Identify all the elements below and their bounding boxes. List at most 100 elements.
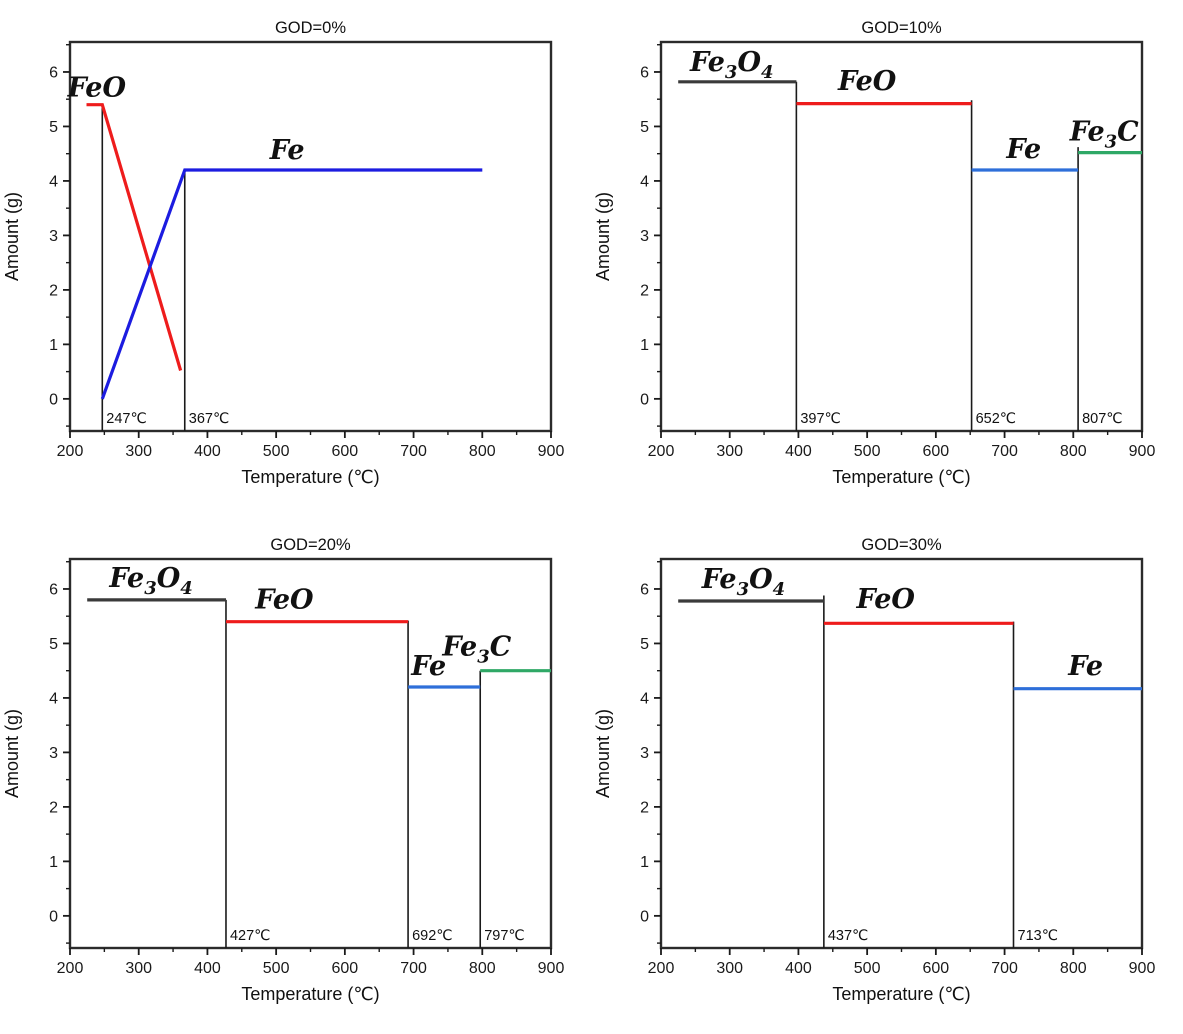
y-tick-label: 6 — [49, 64, 58, 81]
y-tick-label: 0 — [49, 391, 58, 408]
y-tick-label: 1 — [49, 854, 58, 871]
y-tick-label: 3 — [640, 745, 649, 762]
x-tick-label: 400 — [194, 443, 221, 460]
x-tick-label: 700 — [991, 960, 1018, 977]
x-tick-label: 900 — [538, 960, 565, 977]
series-label-feo: FeO — [254, 585, 314, 616]
x-tick-label: 300 — [716, 960, 743, 977]
x-tick-label: 200 — [57, 443, 84, 460]
y-tick-label: 5 — [49, 119, 58, 136]
x-tick-label: 900 — [538, 443, 565, 460]
x-tick-label: 900 — [1129, 443, 1156, 460]
y-tick-label: 2 — [640, 799, 649, 816]
x-tick-label: 400 — [785, 960, 812, 977]
y-tick-label: 0 — [640, 908, 649, 925]
x-tick-label: 400 — [785, 443, 812, 460]
plot-frame — [659, 557, 1144, 950]
y-axis-title: Amount (g) — [593, 192, 613, 281]
series-label-fe: Fe — [269, 135, 305, 166]
series-line-fe — [100, 168, 483, 400]
y-tick-label: 1 — [640, 337, 649, 354]
plot-frame — [68, 557, 553, 950]
x-tick-label: 600 — [923, 443, 950, 460]
y-tick-label: 6 — [49, 581, 58, 598]
chart-title: GOD=10% — [861, 19, 942, 37]
chart-svg-god-10: 200 300 400 500 600 700 800 900 0 1 2 3 4 5 6 397℃ 652℃ 8… — [593, 19, 1156, 487]
x-tick-label: 500 — [263, 443, 290, 460]
y-tick-label: 2 — [49, 282, 58, 299]
series-label-fe3o4: Fe3O4 — [689, 47, 773, 83]
series-label-fe3o4: Fe3O4 — [108, 563, 192, 599]
series-label-fe: Fe — [410, 651, 446, 682]
chart-panel-god-20: 200 300 400 500 600 700 800 900 0 1 2 3 4 5 6 427℃ 692℃ 7… — [0, 517, 591, 1034]
x-tick-label: 300 — [125, 960, 152, 977]
transition-temp-label: 807℃ — [1082, 411, 1122, 427]
x-tick-label: 300 — [716, 443, 743, 460]
y-tick-label: 2 — [640, 282, 649, 299]
y-tick-label: 4 — [640, 173, 649, 190]
y-tick-label: 4 — [49, 690, 58, 707]
x-tick-label: 200 — [57, 960, 84, 977]
x-tick-label: 900 — [1129, 960, 1156, 977]
transition-temp-label: 247℃ — [106, 411, 146, 427]
x-axis-title: Temperature (℃) — [241, 984, 379, 1004]
y-tick-label: 6 — [640, 64, 649, 81]
x-tick-label: 700 — [400, 960, 427, 977]
series-label-fe: Fe — [1067, 651, 1103, 682]
x-tick-label: 600 — [923, 960, 950, 977]
x-tick-label: 700 — [400, 443, 427, 460]
y-tick-label: 1 — [640, 854, 649, 871]
chart-svg-god-20: 200 300 400 500 600 700 800 900 0 1 2 3 4 5 6 427℃ 692℃ 7… — [2, 536, 565, 1004]
y-tick-label: 0 — [49, 908, 58, 925]
y-tick-label: 3 — [49, 745, 58, 762]
x-tick-label: 800 — [1060, 443, 1087, 460]
chart-panel-god-10: 200 300 400 500 600 700 800 900 0 1 2 3 4 5 6 397℃ 652℃ 8… — [591, 0, 1182, 517]
x-tick-label: 800 — [469, 443, 496, 460]
series-label-fe3o4: Fe3O4 — [701, 564, 785, 600]
series-label-feo: FeO — [856, 584, 916, 615]
transition-temp-label: 797℃ — [484, 928, 524, 944]
y-tick-label: 3 — [49, 228, 58, 245]
series-line-feo — [86, 103, 183, 371]
y-tick-label: 1 — [49, 337, 58, 354]
chart-svg-god-30: 200 300 400 500 600 700 800 900 0 1 2 3 4 5 6 437℃ 713℃ F… — [593, 536, 1156, 1004]
y-axis-title: Amount (g) — [593, 709, 613, 798]
x-tick-label: 500 — [854, 960, 881, 977]
plot-frame — [659, 40, 1144, 433]
series-label-fe3c: Fe3C — [441, 631, 511, 667]
transition-temp-label: 427℃ — [230, 928, 270, 944]
series-label-fe3c: Fe3C — [1069, 117, 1139, 153]
series-label-feo: FeO — [837, 66, 897, 97]
series-label-feo: FeO — [67, 72, 127, 103]
x-tick-label: 800 — [1060, 960, 1087, 977]
x-tick-label: 600 — [332, 960, 359, 977]
transition-temp-label: 692℃ — [412, 928, 452, 944]
transition-temp-label: 713℃ — [1018, 928, 1058, 944]
x-axis-title: Temperature (℃) — [241, 467, 379, 487]
x-tick-label: 500 — [263, 960, 290, 977]
y-tick-label: 4 — [49, 173, 58, 190]
y-tick-label: 3 — [640, 228, 649, 245]
x-axis-title: Temperature (℃) — [832, 467, 970, 487]
y-tick-label: 4 — [640, 690, 649, 707]
x-tick-label: 300 — [125, 443, 152, 460]
y-tick-label: 5 — [640, 636, 649, 653]
y-axis-title: Amount (g) — [2, 192, 22, 281]
x-tick-label: 600 — [332, 443, 359, 460]
x-axis-title: Temperature (℃) — [832, 984, 970, 1004]
transition-temp-label: 437℃ — [828, 928, 868, 944]
series-label-fe: Fe — [1005, 134, 1041, 165]
y-tick-label: 5 — [640, 119, 649, 136]
x-tick-label: 200 — [648, 960, 675, 977]
y-tick-label: 2 — [49, 799, 58, 816]
y-tick-label: 0 — [640, 391, 649, 408]
chart-panel-god-30: 200 300 400 500 600 700 800 900 0 1 2 3 4 5 6 437℃ 713℃ F… — [591, 517, 1182, 1034]
transition-temp-label: 397℃ — [800, 411, 840, 427]
chart-svg-god-0: 200 300 400 500 600 700 800 900 0 1 2 3 4 5 6 247℃ 367℃ F… — [2, 19, 565, 487]
x-tick-label: 200 — [648, 443, 675, 460]
x-tick-label: 500 — [854, 443, 881, 460]
y-tick-label: 5 — [49, 636, 58, 653]
chart-title: GOD=30% — [861, 536, 942, 554]
transition-temp-label: 652℃ — [976, 411, 1016, 427]
